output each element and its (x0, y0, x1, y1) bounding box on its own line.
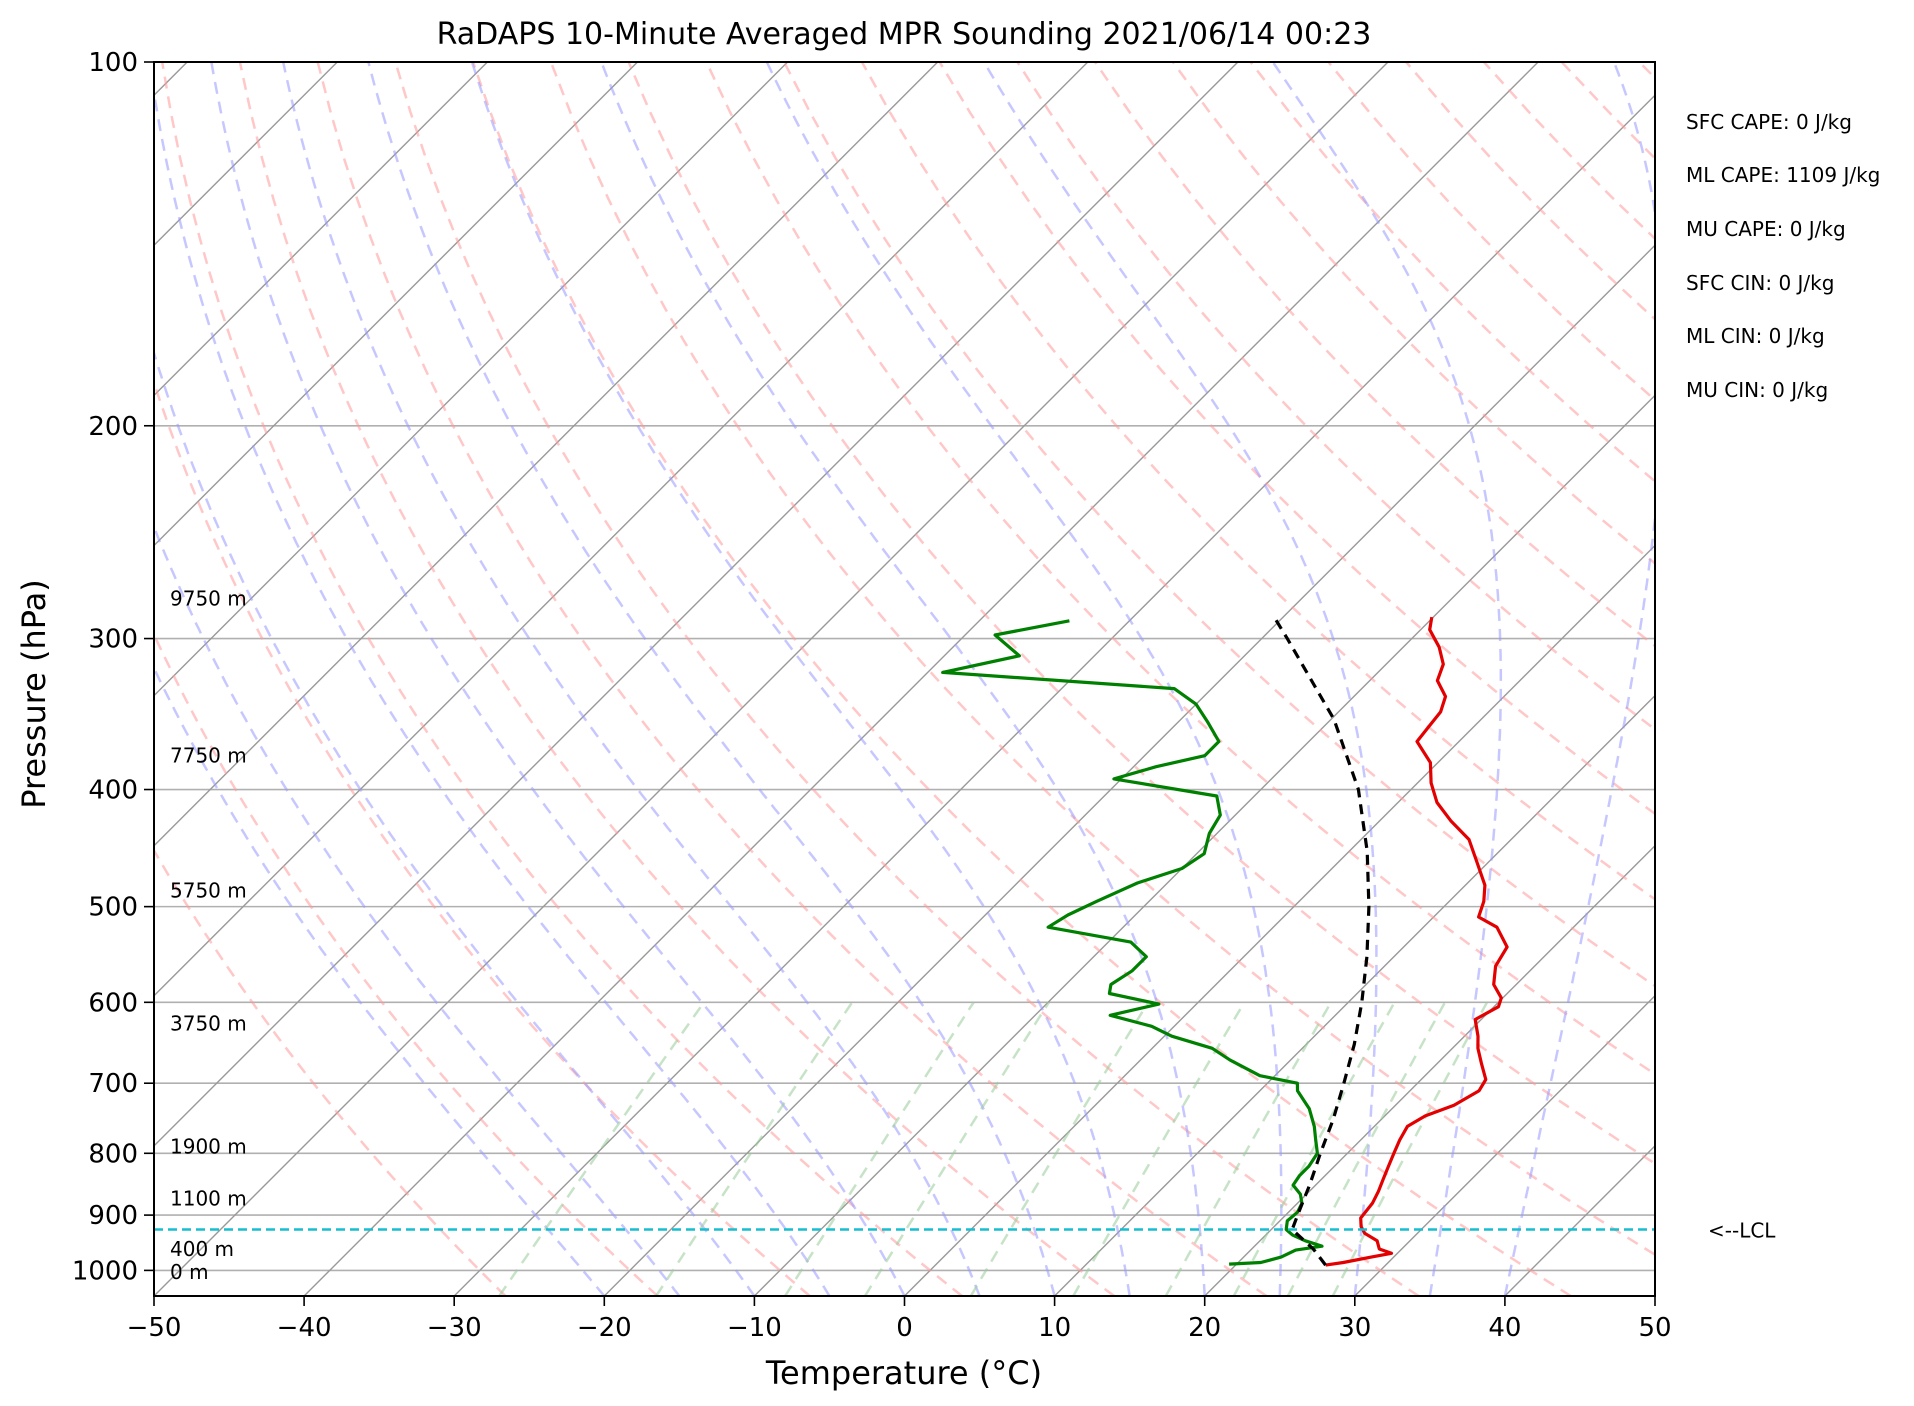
x-tick-label: 30 (1338, 1313, 1371, 1343)
x-axis: −50 −40 −30 −20 −10 0 10 20 30 40 50 (127, 1296, 1672, 1343)
isotherm-gridline (603, 244, 1655, 1296)
moist-adiabat (154, 84, 831, 1296)
stat-mu-cin: MU CIN: 0 J/kg (1686, 378, 1828, 402)
isotherm-gridline (154, 62, 1239, 1147)
stat-mu-cape: MU CAPE: 0 J/kg (1686, 217, 1846, 241)
mixing-ratio-line (863, 1001, 1050, 1296)
dry-adiabat (549, 62, 1655, 1257)
mixing-ratio-line (784, 1001, 975, 1296)
moist-adiabat (154, 665, 606, 1296)
moist-adiabat (1503, 62, 1655, 1296)
stats-panel: SFC CAPE: 0 J/kg ML CAPE: 1109 J/kg MU C… (1686, 110, 1880, 402)
y-axis: 100 200 300 400 500 600 700 800 900 1000 (72, 48, 154, 1286)
isotherm-gridline (154, 62, 1089, 997)
x-tick-label: 0 (896, 1313, 913, 1343)
lcl-label: <--LCL (1708, 1218, 1776, 1242)
dry-adiabat (316, 62, 1268, 1296)
x-axis-label: Temperature (°C) (765, 1354, 1042, 1392)
x-tick-label: 10 (1038, 1313, 1071, 1343)
x-tick-label: −50 (127, 1313, 182, 1343)
isotherm-gridline (1204, 844, 1655, 1296)
y-tick-label: 600 (88, 988, 138, 1018)
y-tick-label: 1000 (72, 1256, 138, 1286)
mixing-ratio-line (1286, 1001, 1447, 1296)
mixing-ratio-line (655, 1001, 854, 1296)
isotherm-gridline (154, 62, 1389, 1296)
moist-adiabat (367, 62, 1056, 1296)
y-tick-label: 300 (88, 625, 138, 655)
dry-adiabat (938, 62, 1655, 816)
moist-adiabat (1271, 62, 1503, 1296)
moist-adiabat (600, 62, 1206, 1296)
moist-adiabat (765, 62, 1283, 1296)
isotherm-gridline (453, 94, 1655, 1296)
stat-sfc-cin: SFC CIN: 0 J/kg (1686, 271, 1834, 295)
mixing-ratio-line (498, 1001, 705, 1296)
stat-sfc-cape: SFC CAPE: 0 J/kg (1686, 110, 1852, 134)
moist-adiabat (154, 348, 756, 1296)
grid (154, 62, 1655, 1296)
y-tick-label: 700 (88, 1069, 138, 1099)
isotherm-gridline (154, 62, 939, 847)
isotherm-gridline (154, 62, 789, 697)
chart-title: RaDAPS 10-Minute Averaged MPR Sounding 2… (437, 17, 1372, 52)
height-label: 5750 m (170, 879, 247, 903)
y-axis-label: Pressure (hPa) (15, 579, 53, 809)
parcel-profile (1272, 616, 1371, 1267)
isotherm-gridline (303, 62, 1539, 1296)
x-tick-label: −30 (427, 1313, 482, 1343)
moist-adiabat (154, 523, 681, 1296)
height-label: 1900 m (170, 1135, 247, 1159)
dry-adiabat (1016, 62, 1655, 731)
height-label: 1100 m (170, 1187, 247, 1211)
mixing-ratio-line (1331, 1001, 1489, 1296)
y-tick-label: 900 (88, 1201, 138, 1231)
series-layer (941, 616, 1509, 1267)
background-lines (154, 62, 1655, 1296)
height-label: 7750 m (170, 744, 247, 768)
isotherm-gridline (1354, 994, 1655, 1296)
height-label: 0 m (170, 1260, 209, 1284)
y-tick-label: 500 (88, 893, 138, 923)
dry-adiabat (1094, 62, 1655, 648)
x-tick-label: −10 (727, 1313, 782, 1343)
height-label: 9750 m (170, 587, 247, 611)
dry-adiabat (394, 62, 1420, 1296)
isotherm-gridline (904, 544, 1655, 1296)
stat-ml-cape: ML CAPE: 1109 J/kg (1686, 163, 1880, 187)
dewpoint-profile (941, 619, 1324, 1266)
x-tick-label: −40 (277, 1313, 332, 1343)
dry-adiabat (471, 62, 1572, 1296)
temperature-profile (1325, 616, 1509, 1267)
mixing-ratio-line (969, 1001, 1150, 1296)
isotherm-gridline (154, 62, 638, 547)
y-tick-label: 100 (88, 48, 138, 78)
isotherm-gridline (154, 62, 488, 397)
moist-adiabat (982, 62, 1378, 1296)
moist-adiabat (210, 62, 906, 1296)
dry-adiabat (238, 62, 1116, 1296)
x-tick-label: 40 (1488, 1313, 1521, 1343)
stat-ml-cin: ML CIN: 0 J/kg (1686, 324, 1825, 348)
dry-adiabat (782, 62, 1655, 988)
dry-adiabat (154, 631, 659, 1296)
x-tick-label: 20 (1188, 1313, 1221, 1343)
moist-adiabat (281, 62, 981, 1296)
x-tick-label: −20 (577, 1313, 632, 1343)
y-tick-label: 200 (88, 412, 138, 442)
dry-adiabat (160, 62, 963, 1296)
mixing-ratio-line (1164, 1001, 1333, 1296)
y-tick-label: 400 (88, 776, 138, 806)
mixing-ratio-line (1232, 1001, 1396, 1296)
moist-adiabat (470, 62, 1131, 1296)
y-tick-label: 800 (88, 1139, 138, 1169)
height-label: 3750 m (170, 1012, 247, 1036)
isotherm-gridline (1054, 694, 1655, 1296)
x-tick-label: 50 (1638, 1313, 1671, 1343)
height-label: 400 m (170, 1237, 234, 1261)
mixing-ratio-line (1072, 1001, 1246, 1296)
